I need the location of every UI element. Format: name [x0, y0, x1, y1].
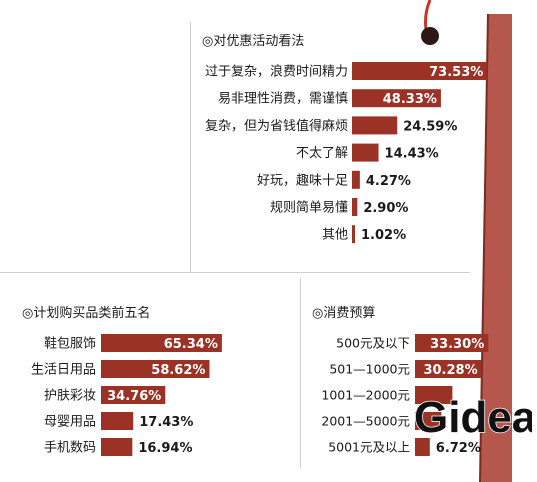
bar — [101, 360, 210, 378]
category-label: 好玩，趣味十足 — [257, 173, 348, 188]
category-label: 5001元及以上 — [328, 440, 410, 455]
value-label: 73.53% — [429, 65, 483, 80]
category-label: 鞋包服饰 — [44, 336, 96, 352]
value-label: 2.90% — [363, 201, 408, 216]
value-label: 24.59% — [403, 119, 457, 134]
bar — [415, 438, 430, 456]
bar — [101, 438, 133, 456]
value-label: 17.43% — [139, 415, 193, 430]
value-label: 6.72% — [436, 441, 481, 456]
value-label: 16.94% — [138, 441, 192, 456]
chart1-title: ◎对优惠活动看法 — [202, 34, 305, 49]
value-label: 1.02% — [361, 228, 406, 243]
pole-edge — [479, 13, 489, 482]
bar — [415, 386, 453, 404]
bar — [415, 334, 489, 352]
bar — [101, 412, 134, 430]
value-label: 14.43% — [385, 147, 439, 162]
category-label: 复杂，但为省钱值得麻烦 — [205, 118, 348, 134]
pole-body — [480, 14, 512, 482]
gidea-logo: Gidea — [413, 392, 532, 440]
value-label: 58.62% — [151, 363, 205, 378]
category-label: 不太了解 — [296, 146, 348, 161]
value-label: 48.33% — [383, 92, 437, 107]
category-label: 2001—5000元 — [321, 414, 410, 429]
bar — [352, 143, 379, 162]
value-label: 30.28% — [423, 363, 477, 378]
bar — [415, 360, 482, 378]
value-label: 4.27% — [366, 174, 411, 189]
bar — [352, 170, 360, 189]
category-label: 500元及以下 — [336, 336, 410, 351]
divider-horizontal — [0, 272, 470, 273]
pole-knob — [421, 27, 439, 45]
category-label: 其他 — [322, 228, 348, 243]
category-label: 501—1000元 — [329, 362, 410, 377]
chart2-title: ◎计划购买品类前五名 — [22, 306, 151, 321]
chart3-title: ◎消费预算 — [312, 306, 376, 321]
category-label: 护肤彩妆 — [44, 389, 96, 404]
bar — [352, 225, 355, 244]
divider-top-left — [190, 22, 191, 272]
value-label: 34.76% — [107, 389, 161, 404]
category-label: 规则简单易懂 — [270, 200, 348, 216]
category-label: 生活日用品 — [31, 363, 96, 378]
category-label: 手机数码 — [44, 441, 96, 456]
category-label: 母婴用品 — [44, 415, 96, 430]
category-label: 1001—2000元 — [321, 388, 410, 403]
logo-text: Gidea — [414, 393, 532, 440]
bar — [352, 62, 488, 80]
value-label: 33.30% — [430, 337, 484, 352]
category-label: 过于复杂，浪费时间精力 — [205, 65, 348, 80]
bar — [352, 89, 441, 108]
bar — [352, 198, 358, 216]
pole-string — [424, 0, 432, 31]
category-label: 易非理性消费，需谨慎 — [218, 92, 348, 107]
divider-vertical — [300, 278, 301, 468]
value-label: 65.34% — [164, 337, 218, 352]
bar — [101, 386, 166, 404]
bar — [352, 116, 398, 135]
bar — [415, 412, 442, 430]
bar — [101, 334, 222, 352]
